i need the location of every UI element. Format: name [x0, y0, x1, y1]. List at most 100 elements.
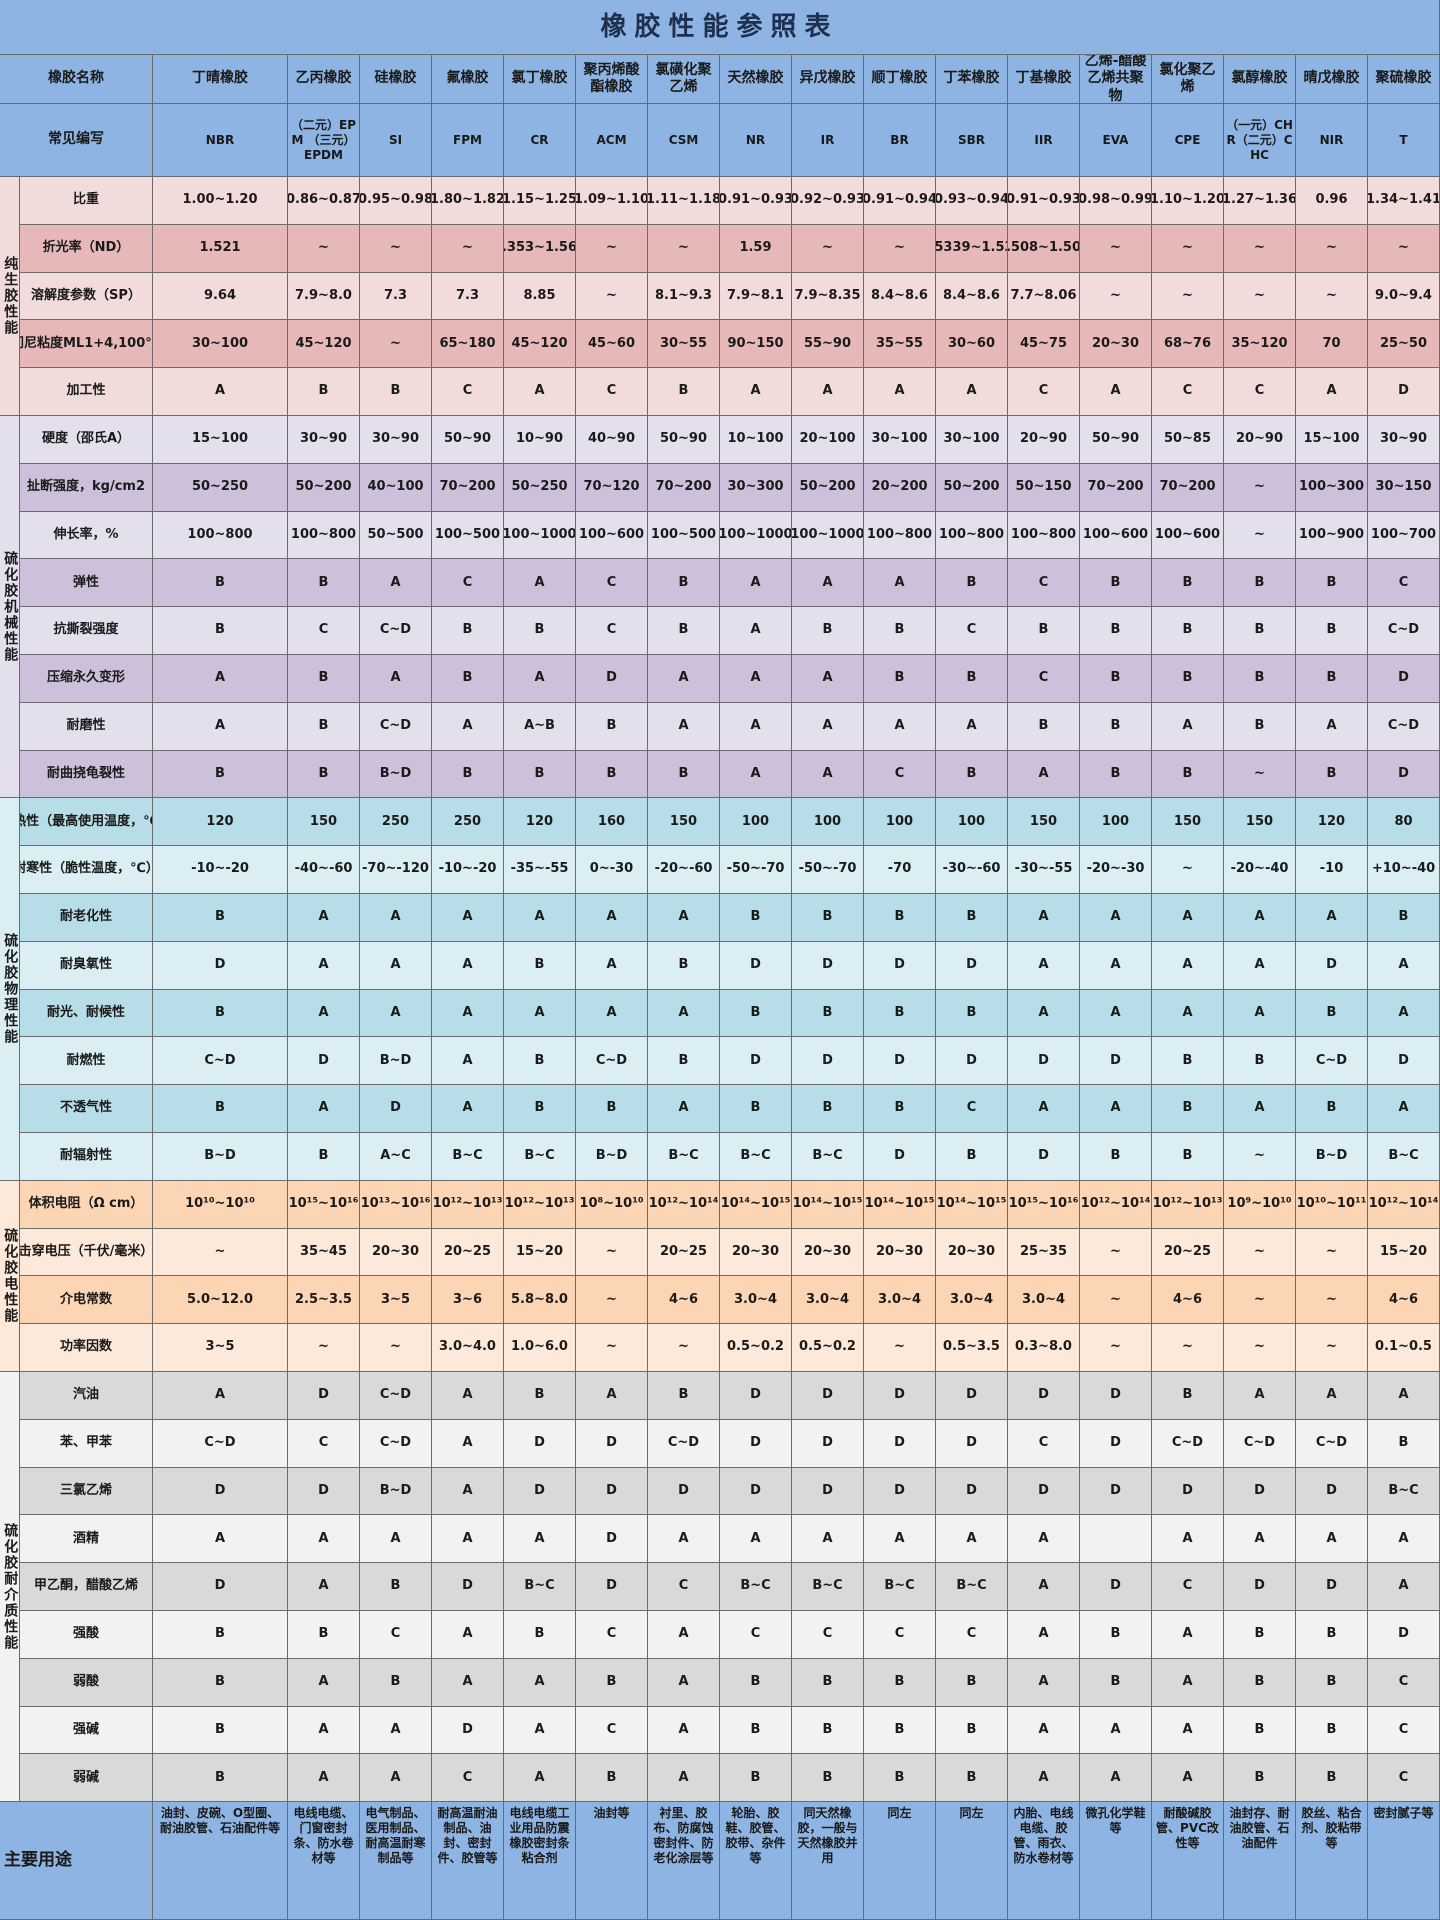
property-value: A — [1152, 1706, 1224, 1755]
property-value: D — [153, 941, 288, 990]
property-value: 68~76 — [1152, 320, 1224, 369]
property-value: B — [1008, 607, 1080, 655]
property-value: B — [792, 1658, 864, 1707]
property-value: C~D — [1368, 702, 1440, 751]
property-value: 100~600 — [1080, 511, 1152, 560]
property-value: 30~300 — [720, 463, 792, 512]
property-value: ~ — [576, 1324, 648, 1372]
property-value: B — [720, 1754, 792, 1803]
property-value: 100~800 — [288, 511, 360, 560]
property-value: -20~-40 — [1224, 846, 1296, 894]
property-value: B — [504, 607, 576, 655]
property-value: D — [720, 941, 792, 990]
property-value: 30~90 — [360, 416, 432, 464]
property-value: D — [288, 1372, 360, 1420]
usage-value: 同左 — [864, 1802, 936, 1920]
property-value: D — [288, 1037, 360, 1086]
property-value: A — [648, 1754, 720, 1803]
property-value: D — [864, 1133, 936, 1181]
property-value: D — [1008, 1133, 1080, 1181]
property-value: C — [576, 1706, 648, 1755]
property-value: A — [360, 1515, 432, 1564]
property-value: D — [864, 1372, 936, 1420]
property-value: 30~90 — [288, 416, 360, 464]
property-value: C — [1008, 368, 1080, 416]
property-value: 35~55 — [864, 320, 936, 369]
property-value: A — [1080, 1085, 1152, 1133]
property-value: A — [504, 655, 576, 703]
property-value: D — [936, 1467, 1008, 1516]
property-value: 20~25 — [432, 1228, 504, 1277]
property-value: B — [1080, 750, 1152, 799]
property-value: 5.8~8.0 — [504, 1276, 576, 1325]
property-value: B — [1080, 559, 1152, 608]
property-value: A — [1008, 1611, 1080, 1659]
property-value: 100 — [936, 798, 1008, 847]
property-value: C — [432, 368, 504, 416]
property-value: B — [1296, 989, 1368, 1038]
property-value: 1.5339~1.534 — [936, 224, 1008, 273]
property-value: A — [1152, 989, 1224, 1038]
property-value: 3.0~4 — [720, 1276, 792, 1325]
property-value: 10⁹~10¹⁰ — [1224, 1180, 1296, 1229]
property-value: A — [432, 1467, 504, 1516]
property-value: D — [792, 1467, 864, 1516]
property-value: D — [1080, 1037, 1152, 1086]
property-value: B — [576, 1754, 648, 1803]
property-value: B — [1296, 1706, 1368, 1755]
property-value: A — [1080, 989, 1152, 1038]
property-value: A — [1008, 1085, 1080, 1133]
property-value: -10~-20 — [153, 846, 288, 894]
rubber-name: 天然橡胶 — [720, 55, 792, 104]
property-value: A — [1368, 941, 1440, 990]
property-value: ~ — [576, 1276, 648, 1325]
usage-value: 衬里、胶布、防腐蚀密封件、防老化涂层等 — [648, 1802, 720, 1920]
property-value: D — [936, 1372, 1008, 1420]
property-value: 70~200 — [432, 463, 504, 512]
property-value: 10¹⁵~10¹⁶ — [288, 1180, 360, 1229]
property-value: 10¹³~10¹⁶ — [360, 1180, 432, 1229]
property-value: C~D — [360, 702, 432, 751]
property-value: 3.0~4.0 — [432, 1324, 504, 1372]
property-value: B~C — [504, 1133, 576, 1181]
property-value: A — [1152, 894, 1224, 942]
property-value: B — [864, 607, 936, 655]
property-value: B — [153, 1706, 288, 1755]
property-value: 50~250 — [153, 463, 288, 512]
rubber-code: FPM — [432, 104, 504, 177]
property-value: A — [576, 989, 648, 1038]
property-value: -70~-120 — [360, 846, 432, 894]
property-value: 50~85 — [1152, 416, 1224, 464]
property-value: B — [153, 559, 288, 608]
property-value: B — [288, 368, 360, 416]
property-value: 70~200 — [1080, 463, 1152, 512]
property-value: B — [1080, 607, 1152, 655]
property-value: A — [360, 559, 432, 608]
rubber-name: 乙丙橡胶 — [288, 55, 360, 104]
rubber-name: 丁苯橡胶 — [936, 55, 1008, 104]
property-value: A — [432, 1037, 504, 1086]
property-value: -35~-55 — [504, 846, 576, 894]
property-value: B — [1224, 1611, 1296, 1659]
property-value: 50~500 — [360, 511, 432, 560]
property-value: A — [1296, 702, 1368, 751]
property-value: C — [432, 559, 504, 608]
property-value: C~D — [1152, 1419, 1224, 1468]
property-value: A — [1224, 989, 1296, 1038]
usage-value: 电线电缆工业用品防震橡胶密封条粘合剂 — [504, 1802, 576, 1920]
usage-value: 胶丝、粘合剂、胶粘带等 — [1296, 1802, 1368, 1920]
property-value: +10~-40 — [1368, 846, 1440, 894]
property-name: 压缩永久变形 — [20, 655, 153, 703]
property-value: C~D — [153, 1037, 288, 1086]
property-value: D — [504, 1419, 576, 1468]
property-value: B — [936, 750, 1008, 799]
property-value: D — [576, 1467, 648, 1516]
property-value: A — [576, 894, 648, 942]
property-value: ~ — [1296, 1276, 1368, 1325]
table-title: 橡胶性能参照表 — [0, 0, 1440, 55]
property-value: B~C — [720, 1133, 792, 1181]
property-value: B — [1224, 607, 1296, 655]
property-value: ~ — [1152, 846, 1224, 894]
property-value: ~ — [864, 1324, 936, 1372]
property-value: B — [1080, 702, 1152, 751]
